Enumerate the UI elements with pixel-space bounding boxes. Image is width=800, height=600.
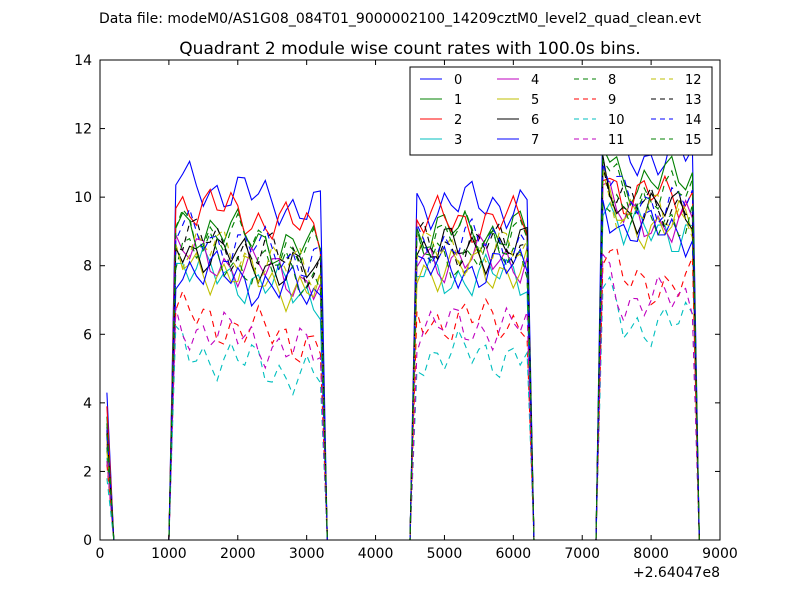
x-tick-label: 9000 [702,546,738,562]
series-line-2 [106,174,700,540]
series-line-11 [106,252,700,540]
plot-lines [106,112,700,540]
x-offset-label: +2.64047e8 [633,565,720,581]
y-tick-label: 8 [83,259,92,275]
series-line-1 [106,147,700,540]
legend-label-9: 9 [608,93,616,108]
y-tick-label: 2 [83,464,92,480]
x-tick-label: 1000 [151,546,187,562]
x-axis: 0 1000 2000 3000 4000 5000 6000 7000 8000 9000 [96,60,738,562]
series-line-13 [106,166,700,540]
series-line-9 [106,247,700,540]
y-tick-label: 12 [74,122,92,138]
y-tick-label: 0 [83,533,92,549]
legend-label-6: 6 [531,113,539,128]
legend-label-5: 5 [531,93,539,108]
legend-label-14: 14 [685,113,702,128]
legend-label-1: 1 [454,93,462,108]
x-tick-label: 7000 [564,546,600,562]
legend-label-13: 13 [685,93,702,108]
plot-frame [99,59,721,541]
legend-label-8: 8 [608,73,616,88]
x-tick-label: 5000 [427,546,463,562]
y-tick-label: 6 [83,327,92,343]
legend-label-10: 10 [608,113,625,128]
legend-label-15: 15 [685,133,702,148]
x-tick-label: 0 [96,546,105,562]
legend-label-12: 12 [685,73,702,88]
series-line-14 [106,163,700,540]
series-line-15 [106,158,700,540]
legend-box [409,66,713,156]
legend-label-11: 11 [608,133,625,148]
x-tick-label: 6000 [496,546,532,562]
y-tick-label: 14 [74,53,92,69]
series-line-10 [106,275,700,540]
y-tick-label: 4 [83,396,92,412]
x-tick-label: 8000 [633,546,669,562]
legend-label-3: 3 [454,133,462,148]
series-line-6 [106,155,700,540]
data-file-label: Data file: modeM0/AS1G08_084T01_90000021… [99,11,701,27]
legend-label-2: 2 [454,113,462,128]
series-line-0 [106,112,700,540]
legend-label-0: 0 [454,73,462,88]
x-tick-label: 2000 [220,546,256,562]
chart-title: Quadrant 2 module wise count rates with … [179,39,640,59]
series-line-5 [106,166,700,540]
series-line-12 [106,171,700,540]
x-tick-label: 3000 [289,546,325,562]
x-tick-label: 4000 [358,546,394,562]
legend-label-7: 7 [531,133,539,148]
y-tick-label: 10 [74,190,92,206]
legend-label-4: 4 [531,73,539,88]
